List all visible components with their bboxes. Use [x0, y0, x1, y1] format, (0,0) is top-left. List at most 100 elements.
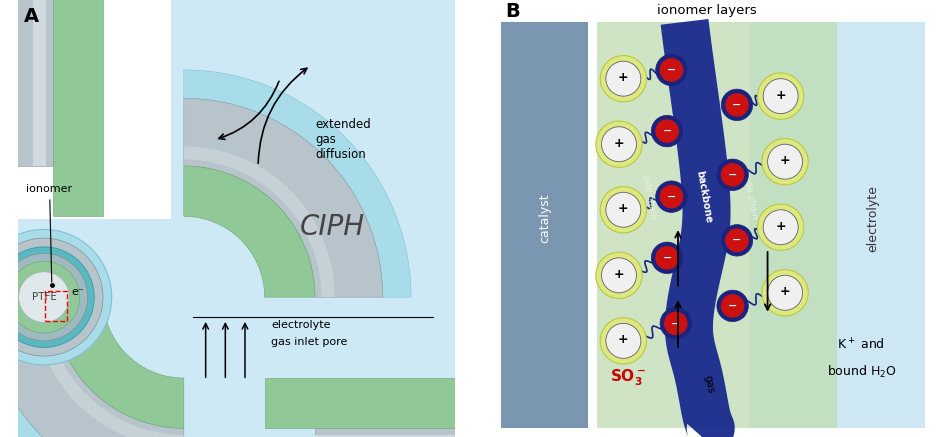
- Text: +: +: [774, 89, 785, 102]
- Text: B: B: [505, 3, 519, 21]
- Circle shape: [605, 192, 640, 227]
- Text: extended
gas
diffusion: extended gas diffusion: [314, 118, 370, 161]
- Circle shape: [767, 144, 801, 179]
- Text: −: −: [662, 126, 671, 136]
- Circle shape: [720, 294, 744, 318]
- Circle shape: [724, 93, 748, 117]
- Circle shape: [767, 275, 801, 310]
- Text: +: +: [779, 285, 789, 298]
- Circle shape: [716, 290, 748, 322]
- Circle shape: [763, 79, 798, 114]
- Polygon shape: [0, 297, 184, 437]
- Circle shape: [716, 159, 748, 191]
- Circle shape: [596, 252, 642, 298]
- Circle shape: [650, 115, 683, 147]
- Text: PTFE: PTFE: [31, 292, 57, 302]
- Text: −: −: [670, 319, 680, 328]
- Circle shape: [19, 272, 69, 323]
- Text: catalyst: catalyst: [0, 436, 1, 437]
- Circle shape: [654, 246, 678, 270]
- Circle shape: [599, 55, 646, 102]
- Text: bound $\mathregular{H_2O}$: bound $\mathregular{H_2O}$: [826, 364, 896, 379]
- Circle shape: [761, 139, 807, 185]
- Text: −: −: [662, 253, 671, 263]
- Polygon shape: [18, 0, 454, 437]
- Text: catalyst: catalyst: [538, 194, 550, 243]
- Text: −: −: [666, 192, 675, 201]
- Circle shape: [601, 127, 636, 162]
- Text: e⁻: e⁻: [71, 287, 84, 297]
- Text: −: −: [727, 301, 736, 311]
- Circle shape: [0, 238, 103, 356]
- Circle shape: [0, 247, 94, 347]
- Text: +: +: [617, 202, 628, 215]
- Circle shape: [720, 163, 744, 187]
- Text: −: −: [732, 100, 741, 110]
- Circle shape: [720, 225, 752, 256]
- Text: $\mathregular{SO_3^-}$: $\mathregular{SO_3^-}$: [609, 368, 645, 388]
- Circle shape: [757, 204, 803, 250]
- Polygon shape: [0, 0, 53, 166]
- Polygon shape: [184, 98, 382, 297]
- Polygon shape: [184, 70, 411, 297]
- Circle shape: [654, 119, 678, 143]
- Text: +: +: [613, 268, 624, 281]
- Circle shape: [664, 312, 687, 335]
- Text: side chain: side chain: [640, 173, 657, 220]
- Circle shape: [8, 261, 79, 333]
- Circle shape: [659, 58, 683, 82]
- Polygon shape: [660, 19, 733, 437]
- Text: +: +: [774, 220, 785, 233]
- Polygon shape: [33, 297, 184, 437]
- Text: backbone: backbone: [694, 170, 713, 224]
- Polygon shape: [314, 435, 476, 437]
- Circle shape: [650, 242, 683, 274]
- Text: −: −: [727, 170, 736, 180]
- Circle shape: [0, 229, 111, 365]
- Polygon shape: [53, 0, 103, 216]
- Circle shape: [596, 121, 642, 167]
- Polygon shape: [487, 0, 924, 437]
- Text: gas inlet pore: gas inlet pore: [271, 337, 347, 347]
- Bar: [44, 291, 67, 321]
- Circle shape: [655, 54, 686, 86]
- Circle shape: [757, 73, 803, 119]
- Circle shape: [599, 318, 646, 364]
- Polygon shape: [0, 0, 18, 437]
- Text: +: +: [779, 154, 789, 167]
- Circle shape: [720, 89, 752, 121]
- Polygon shape: [597, 22, 836, 428]
- Text: electrolyte: electrolyte: [865, 185, 878, 252]
- Text: ionomer: ionomer: [26, 184, 73, 282]
- Polygon shape: [264, 378, 476, 428]
- Text: CIPH: CIPH: [299, 213, 364, 241]
- Polygon shape: [18, 0, 171, 218]
- Text: +: +: [617, 71, 628, 84]
- Circle shape: [724, 229, 748, 252]
- Circle shape: [599, 187, 646, 233]
- Text: −: −: [732, 236, 741, 245]
- Text: A: A: [25, 7, 40, 26]
- Text: gas: gas: [701, 375, 715, 395]
- Polygon shape: [314, 428, 476, 437]
- Circle shape: [761, 270, 807, 316]
- Text: $\mathregular{K^+}$ and: $\mathregular{K^+}$ and: [836, 337, 885, 353]
- Circle shape: [605, 323, 640, 358]
- Text: +: +: [613, 137, 624, 150]
- Circle shape: [659, 185, 683, 208]
- Text: electrolyte: electrolyte: [271, 320, 330, 330]
- Polygon shape: [184, 146, 334, 297]
- Circle shape: [605, 61, 640, 96]
- Polygon shape: [0, 297, 184, 437]
- Circle shape: [0, 253, 88, 341]
- Polygon shape: [750, 22, 924, 428]
- Circle shape: [763, 210, 798, 245]
- Polygon shape: [184, 166, 314, 297]
- Text: ionomer layers: ionomer layers: [656, 4, 755, 17]
- Text: side chain: side chain: [741, 173, 758, 220]
- Polygon shape: [53, 297, 184, 428]
- FancyBboxPatch shape: [500, 22, 588, 428]
- Circle shape: [601, 258, 636, 293]
- Circle shape: [659, 308, 691, 339]
- Text: +: +: [617, 333, 628, 347]
